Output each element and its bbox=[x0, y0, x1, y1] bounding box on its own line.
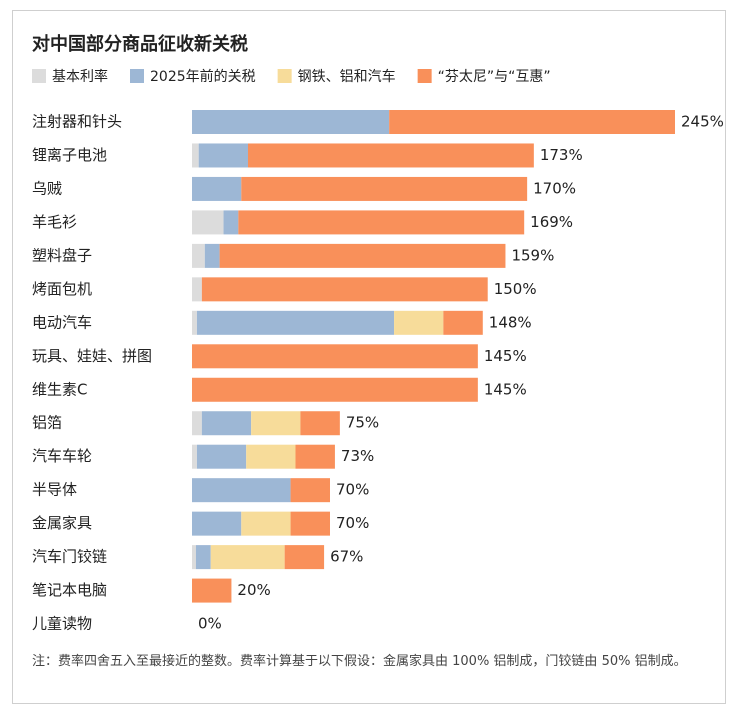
bar-segment bbox=[192, 110, 390, 134]
category-label: 玩具、娃娃、拼图 bbox=[32, 347, 152, 365]
bar-segment bbox=[241, 176, 528, 201]
total-label: 70% bbox=[336, 481, 369, 499]
category-label: 塑料盘子 bbox=[32, 246, 92, 264]
bar-segment bbox=[204, 243, 220, 268]
bar-segment bbox=[201, 411, 252, 436]
bar-segment bbox=[300, 411, 340, 436]
bar-segment bbox=[192, 444, 197, 469]
total-label: 0% bbox=[198, 615, 222, 633]
bar-segment bbox=[389, 110, 675, 134]
legend-label: 基本利率 bbox=[52, 68, 108, 85]
bar-segment bbox=[284, 545, 325, 570]
bar-segment bbox=[219, 243, 506, 268]
category-label: 儿童读物 bbox=[32, 615, 92, 633]
bar-segment bbox=[443, 310, 483, 335]
legend-label: 2025年前的关税 bbox=[150, 68, 256, 85]
bar-segment bbox=[394, 310, 444, 335]
bar-segment bbox=[246, 444, 296, 469]
bar-segment bbox=[251, 411, 301, 436]
bar-segment bbox=[192, 243, 205, 268]
total-label: 67% bbox=[330, 548, 363, 566]
category-label: 维生素C bbox=[32, 380, 87, 398]
bar-segment bbox=[192, 210, 224, 235]
bar-segment bbox=[192, 277, 202, 302]
bar-segment bbox=[192, 176, 242, 201]
bar-segment bbox=[192, 143, 199, 168]
legend-swatch bbox=[277, 69, 292, 83]
total-label: 148% bbox=[489, 313, 532, 331]
bar-segment bbox=[201, 277, 488, 302]
category-label: 汽车车轮 bbox=[32, 447, 92, 465]
category-label: 金属家具 bbox=[32, 514, 92, 532]
note: 注：费率四舍五入至最接近的整数。费率计算基于以下假设：金属家具由 100% 铝制… bbox=[32, 654, 687, 669]
bar-segment bbox=[290, 511, 330, 536]
total-label: 20% bbox=[237, 581, 270, 599]
bar-segment bbox=[192, 545, 196, 570]
bar-segment bbox=[290, 478, 330, 503]
bar-segment bbox=[192, 511, 242, 536]
bar-segment bbox=[192, 478, 291, 503]
category-label: 铝箔 bbox=[32, 414, 62, 432]
total-label: 70% bbox=[336, 514, 369, 532]
legend-swatch bbox=[130, 69, 144, 83]
legend-label: “芬太尼”与“互惠” bbox=[438, 69, 551, 85]
frame bbox=[12, 10, 726, 704]
bar-segment bbox=[238, 210, 525, 235]
bar-segment bbox=[241, 511, 291, 536]
category-label: 乌贼 bbox=[32, 179, 62, 197]
legend-swatch bbox=[32, 69, 46, 83]
total-label: 145% bbox=[484, 380, 527, 398]
category-label: 半导体 bbox=[32, 481, 77, 499]
bar-segment bbox=[195, 545, 211, 570]
total-label: 173% bbox=[540, 146, 583, 164]
bar-segment bbox=[210, 545, 285, 570]
bar-segment bbox=[196, 310, 395, 335]
total-label: 169% bbox=[530, 213, 573, 231]
total-label: 150% bbox=[494, 280, 537, 298]
category-label: 锂离子电池 bbox=[32, 146, 107, 164]
legend-swatch bbox=[417, 69, 432, 83]
category-label: 笔记本电脑 bbox=[32, 581, 107, 599]
bar-segment bbox=[247, 143, 534, 168]
total-label: 145% bbox=[484, 347, 527, 365]
bar-segment bbox=[196, 444, 247, 469]
total-label: 159% bbox=[511, 246, 554, 264]
bar-segment bbox=[192, 377, 478, 402]
category-label: 汽车门铰链 bbox=[32, 548, 107, 566]
total-label: 75% bbox=[346, 414, 379, 432]
category-label: 羊毛衫 bbox=[32, 213, 77, 231]
bar-segment bbox=[192, 578, 232, 603]
bar-segment bbox=[198, 143, 248, 168]
category-label: 注射器和针头 bbox=[32, 113, 122, 131]
bar-segment bbox=[192, 411, 202, 436]
bar-segment bbox=[192, 310, 197, 335]
total-label: 73% bbox=[341, 447, 374, 465]
bar-segment bbox=[295, 444, 335, 469]
bar-segment bbox=[192, 344, 478, 369]
legend-label: 钢铁、铝和汽车 bbox=[298, 68, 396, 85]
bar-segment bbox=[223, 210, 239, 235]
category-label: 烤面包机 bbox=[32, 280, 92, 298]
total-label: 245% bbox=[681, 113, 724, 131]
category-label: 电动汽车 bbox=[32, 313, 92, 331]
chart-title: 对中国部分商品征收新关税 bbox=[32, 33, 248, 55]
total-label: 170% bbox=[533, 179, 576, 197]
